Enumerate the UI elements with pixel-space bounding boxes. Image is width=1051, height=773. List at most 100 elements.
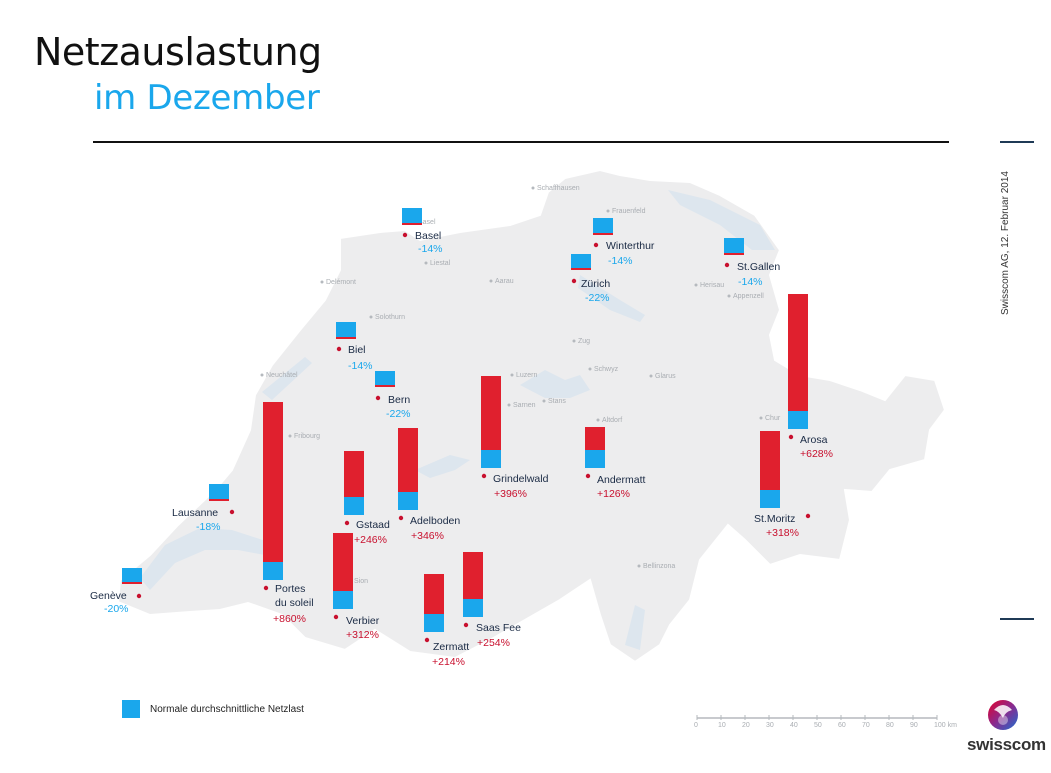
- location-name: Winterthur: [606, 240, 655, 252]
- scale-label: 40: [790, 722, 798, 729]
- location-dot: [724, 262, 730, 268]
- normal-load-bar: [571, 254, 591, 268]
- place-label: Herisau: [700, 282, 724, 289]
- location-marker: Arosa +628%: [788, 294, 833, 460]
- location-name: Andermatt: [597, 474, 646, 486]
- location-change: +214%: [432, 656, 465, 668]
- scale-label: 100 km: [934, 722, 957, 729]
- place-dot: [424, 261, 428, 265]
- switzerland-outline: [116, 168, 947, 664]
- location-dot: [593, 242, 599, 248]
- location-name: Biel: [348, 344, 366, 356]
- lake-lucerne: [520, 370, 590, 398]
- base-line-marker: [336, 337, 356, 339]
- location-name: Genève: [90, 590, 127, 602]
- place-label: Bellinzona: [643, 563, 675, 570]
- location-marker: St.Gallen -14%: [724, 238, 780, 288]
- location-change: +628%: [800, 448, 833, 460]
- location-name: Basel: [415, 230, 441, 242]
- location-change: +318%: [766, 527, 799, 539]
- location-dot: [229, 509, 235, 515]
- base-line-marker: [724, 253, 744, 255]
- extra-load-bar: [788, 294, 808, 411]
- place-dot: [572, 339, 576, 343]
- extra-load-bar: [398, 428, 418, 492]
- scale-label: 10: [718, 722, 726, 729]
- title-divider: [93, 141, 949, 143]
- location-dot: [481, 473, 487, 479]
- location-marker: Biel -14%: [336, 322, 373, 372]
- location-dot: [402, 232, 408, 238]
- side-divider-bottom: [1000, 618, 1034, 620]
- extra-load-bar: [333, 533, 353, 591]
- legend-swatch: [122, 700, 140, 718]
- location-change: -14%: [738, 276, 763, 288]
- place-dot: [510, 373, 514, 377]
- location-change: +860%: [273, 613, 306, 625]
- place-dot: [369, 315, 373, 319]
- base-line-marker: [571, 268, 591, 270]
- place-label: Fribourg: [294, 433, 320, 440]
- place-dot: [288, 434, 292, 438]
- lake-thun: [415, 455, 470, 478]
- base-line-marker: [375, 385, 395, 387]
- location-name: Verbier: [346, 615, 380, 627]
- scale-label: 20: [742, 722, 750, 729]
- normal-load-bar: [398, 492, 418, 510]
- place-dot: [489, 279, 493, 283]
- slide-subtitle: im Dezember: [94, 78, 320, 118]
- location-change: -18%: [196, 521, 221, 533]
- extra-load-bar: [424, 574, 444, 614]
- location-marker: Zürich -22%: [571, 254, 610, 304]
- normal-load-bar: [788, 411, 808, 429]
- place-label: Sarnen: [513, 402, 536, 409]
- normal-load-bar: [481, 450, 501, 468]
- place-dot: [596, 418, 600, 422]
- lake-constance: [668, 190, 775, 250]
- location-dot: [375, 395, 381, 401]
- location-name: Lausanne: [172, 507, 218, 519]
- location-name: du soleil: [275, 597, 314, 609]
- location-name: Zürich: [581, 278, 610, 290]
- location-change: -20%: [104, 603, 129, 615]
- place-label: Aarau: [495, 278, 514, 285]
- scale-label: 70: [862, 722, 870, 729]
- location-dot: [344, 520, 350, 526]
- location-marker: Bern -22%: [375, 371, 411, 420]
- location-dot: [136, 593, 142, 599]
- place-dot: [637, 564, 641, 568]
- scale-label: 50: [814, 722, 822, 729]
- place-label: Schaffhausen: [537, 185, 580, 192]
- place-label: Neuchâtel: [266, 372, 298, 379]
- place-dot: [606, 209, 610, 213]
- background-place-labels: Schaffhausen Frauenfeld Basel Liestal Delémo…: [260, 185, 781, 585]
- place-label: Schwyz: [594, 366, 619, 373]
- location-marker: Genève-20%: [90, 568, 142, 615]
- location-change: +126%: [597, 488, 630, 500]
- location-change: -14%: [348, 360, 373, 372]
- place-dot: [727, 294, 731, 298]
- location-name: Portes: [275, 583, 305, 595]
- side-divider-top: [1000, 141, 1034, 143]
- location-marker: Verbier +312%: [333, 533, 380, 641]
- place-label: Delémont: [326, 279, 356, 286]
- place-label: Liestal: [430, 260, 451, 267]
- place-label: Altdorf: [602, 417, 622, 424]
- scale-label: 90: [910, 722, 918, 729]
- base-line-marker: [593, 233, 613, 235]
- base-line-marker: [122, 582, 142, 584]
- location-dot: [263, 585, 269, 591]
- location-markers: Basel-14% Winterthur-14%Zürich-22%St.Gall…: [90, 208, 833, 668]
- location-marker: Portes du soleil +860%: [263, 402, 314, 625]
- place-dot: [649, 374, 653, 378]
- normal-load-bar: [585, 450, 605, 468]
- location-change: -22%: [585, 292, 610, 304]
- location-marker: Basel-14%: [402, 208, 443, 255]
- location-name: St.Moritz: [754, 513, 795, 525]
- location-marker: St.Moritz +318%: [754, 431, 811, 539]
- normal-load-bar: [263, 562, 283, 580]
- extra-load-bar: [481, 376, 501, 450]
- extra-load-bar: [344, 451, 364, 497]
- base-line-marker: [402, 223, 422, 225]
